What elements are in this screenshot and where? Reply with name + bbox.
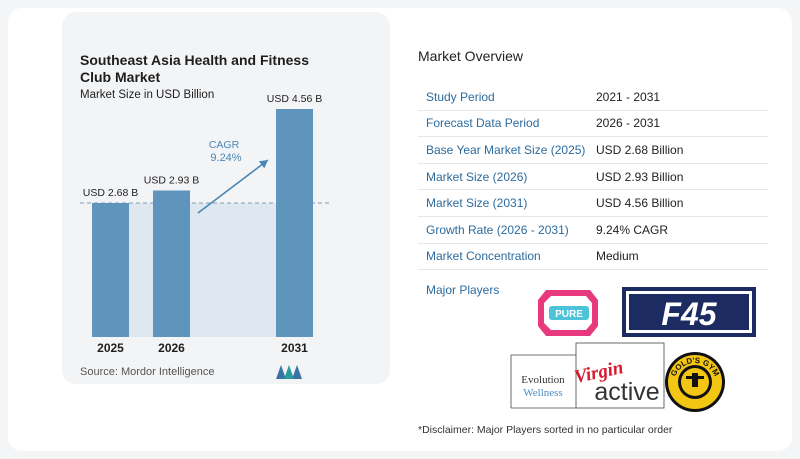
major-players-label: Major Players: [426, 283, 500, 297]
bar-chart: USD 2.68 B USD 2.93 B USD 4.56 B 2025 20…: [80, 93, 330, 355]
chart-title: Southeast Asia Health and Fitness Club M…: [80, 52, 309, 85]
overview-value: 2021 - 2031: [596, 89, 661, 104]
bar-2026: [153, 190, 190, 337]
source-note: Source: Mordor Intelligence: [80, 366, 215, 378]
cagr-label: CAGR: [209, 139, 240, 151]
overview-value: USD 2.93 Billion: [596, 169, 684, 184]
overview-value: 9.24% CAGR: [596, 222, 669, 237]
bar-2031: [276, 109, 313, 337]
overview-key: Study Period: [426, 89, 495, 104]
overview-row: Market Size (2031) USD 4.56 Billion: [418, 190, 768, 217]
overview-key: Market Size (2031): [426, 196, 528, 211]
overview-value: 2026 - 2031: [596, 116, 661, 131]
overview-key: Growth Rate (2026 - 2031): [426, 222, 569, 237]
disclaimer: *Disclaimer: Major Players sorted in no …: [418, 424, 673, 436]
data-label-2031: USD 4.56 B: [267, 93, 322, 105]
cagr-arrowhead: [258, 160, 268, 169]
bar-2025: [92, 203, 129, 337]
overview-key: Base Year Market Size (2025): [426, 142, 586, 157]
overview-key: Market Size (2026): [426, 169, 528, 184]
x-tick-2025: 2025: [97, 341, 124, 355]
cagr-value: 9.24%: [210, 152, 241, 164]
overview-value: USD 4.56 Billion: [596, 196, 684, 211]
overview-value: USD 2.68 Billion: [596, 142, 684, 157]
cagr-arrow: [197, 159, 269, 214]
overview-title: Market Overview: [418, 48, 524, 64]
overview-row: Forecast Data Period 2026 - 2031: [418, 111, 768, 138]
overview-row: Market Concentration Medium: [418, 244, 768, 271]
data-label-2025: USD 2.68 B: [83, 187, 138, 199]
overview-table: Study Period 2021 - 2031 Forecast Data Pe…: [418, 84, 768, 271]
x-tick-2026: 2026: [158, 341, 185, 355]
x-tick-2031: 2031: [281, 341, 308, 355]
overview-key: Forecast Data Period: [426, 116, 540, 131]
overview-key: Market Concentration: [426, 249, 541, 264]
overview-value: Medium: [596, 249, 639, 264]
overview-row: Base Year Market Size (2025) USD 2.68 Bil…: [418, 137, 768, 164]
data-label-2026: USD 2.93 B: [144, 175, 199, 187]
overview-row: Growth Rate (2026 - 2031) 9.24% CAGR: [418, 217, 768, 244]
overview-row: Market Size (2026) USD 2.93 Billion: [418, 164, 768, 191]
overview-row: Study Period 2021 - 2031: [418, 84, 768, 111]
chart-subtitle: Market Size in USD Billion: [80, 89, 215, 101]
mordor-logo-icon: [276, 365, 302, 379]
